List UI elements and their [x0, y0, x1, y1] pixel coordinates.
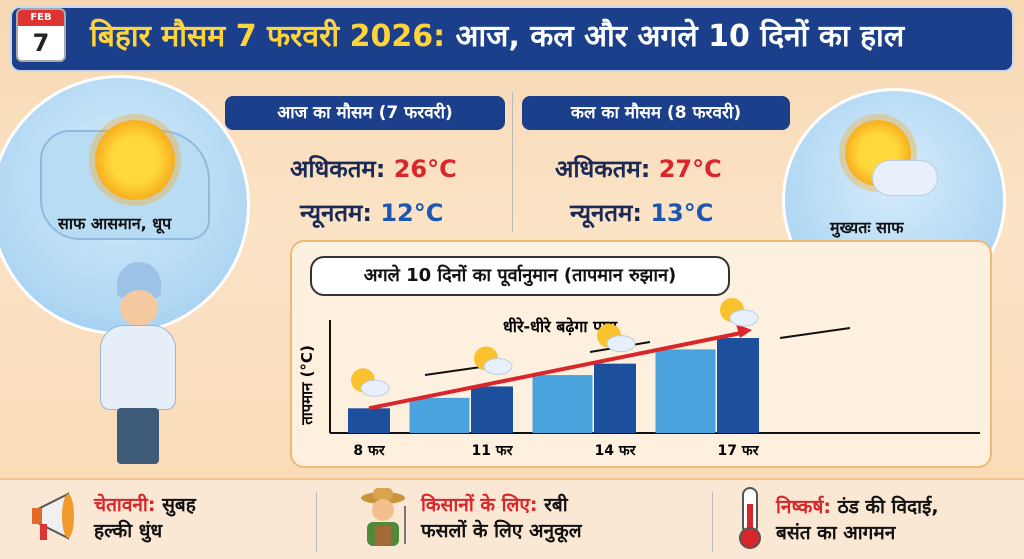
- chart-title: अगले 10 दिनों का पूर्वानुमान (तापमान रुझ…: [310, 256, 730, 296]
- x-tick-label: 14 फर: [595, 443, 637, 459]
- x-tick-label: 11 फर: [472, 443, 514, 459]
- divider: [712, 492, 713, 552]
- tomorrow-max-label: अधिकतम:: [555, 155, 651, 183]
- page-title: बिहार मौसम 7 फरवरी 2026: आज, कल और अगले …: [90, 14, 904, 55]
- divider: [316, 492, 317, 552]
- x-tick-label: 17 फर: [718, 443, 760, 459]
- today-max-value: 26°C: [393, 155, 457, 183]
- today-min-value: 12°C: [380, 199, 444, 227]
- forecast-chart: तापमान (°C) धीरे-धीरे बढ़ेगा पारा 8 फर 11 फ…: [298, 298, 980, 459]
- bottom-text-line1: सुबह: [155, 494, 196, 516]
- cloud-icon: [872, 160, 938, 196]
- trend-arrowhead: [736, 324, 752, 338]
- bar: [409, 397, 470, 433]
- tomorrow-min-label: न्यूनतम:: [570, 199, 642, 227]
- boy-jacket: [100, 325, 176, 410]
- header-bar: [10, 6, 1014, 72]
- title-highlight: बिहार मौसम 7 फरवरी 2026:: [90, 19, 446, 54]
- trend-arrow: [368, 330, 747, 411]
- bottom-text: किसानों के लिए: रबी फसलों के लिए अनुकूल: [421, 492, 582, 544]
- thermometer-icon: [730, 486, 770, 554]
- bottom-text-line2: फसलों के लिए अनुकूल: [421, 520, 582, 542]
- bottom-highlight: निष्कर्ष:: [776, 496, 831, 518]
- boy-pants: [117, 408, 159, 464]
- bottom-text-line2: बसंत का आगमन: [776, 522, 896, 544]
- bottom-strip: [0, 478, 1024, 559]
- bottom-text: चेतावनी: सुबह हल्की धुंध: [94, 492, 196, 544]
- bar: [471, 386, 513, 433]
- tomorrow-min-value: 13°C: [650, 199, 714, 227]
- farmer-icon: [355, 486, 415, 550]
- trend-arrow-small: [779, 327, 851, 339]
- divider: [512, 92, 513, 232]
- tomorrow-banner: कल का मौसम (8 फरवरी): [522, 96, 790, 130]
- cloud-icon: [483, 357, 513, 375]
- tomorrow-max-value: 27°C: [658, 155, 722, 183]
- bar: [532, 375, 593, 433]
- bottom-text-line1: ठंड की विदाई,: [830, 496, 939, 518]
- x-tick-label: 8 फर: [353, 443, 385, 459]
- boy-face: [120, 290, 158, 326]
- bottom-highlight: चेतावनी:: [94, 494, 156, 516]
- calendar-icon: FEB 7: [16, 8, 66, 62]
- bottom-text: निष्कर्ष: ठंड की विदाई, बसंत का आगमन: [776, 494, 939, 546]
- calendar-day: 7: [32, 29, 50, 57]
- today-min-label: न्यूनतम:: [300, 199, 372, 227]
- conclusion-item: निष्कर्ष: ठंड की विदाई, बसंत का आगमन: [730, 486, 939, 554]
- megaphone-icon: [28, 486, 88, 550]
- today-condition: साफ आसमान, धूप: [58, 214, 172, 233]
- sun-icon: [95, 120, 175, 200]
- y-axis-label: तापमान (°C): [298, 345, 316, 426]
- cloud-icon: [606, 335, 636, 353]
- bottom-text-line1: रबी: [537, 494, 568, 516]
- today-max-label: अधिकतम:: [290, 155, 386, 183]
- cloud-icon: [729, 309, 759, 327]
- calendar-month: FEB: [18, 10, 64, 26]
- bottom-text-line2: हल्की धुंध: [94, 520, 163, 542]
- title-rest: आज, कल और अगले 10 दिनों का हाल: [445, 19, 905, 54]
- bar: [655, 349, 716, 433]
- tomorrow-condition: मुख्यतः साफ: [830, 218, 904, 237]
- bar: [594, 363, 636, 433]
- cloud-icon: [360, 379, 390, 397]
- bar: [717, 338, 759, 433]
- bar: [348, 408, 390, 433]
- bottom-highlight: किसानों के लिए:: [421, 494, 538, 516]
- today-banner: आज का मौसम (7 फरवरी): [225, 96, 505, 130]
- farmer-item: किसानों के लिए: रबी फसलों के लिए अनुकूल: [355, 486, 582, 550]
- chart-annotation: धीरे-धीरे बढ़ेगा पारा: [503, 317, 618, 336]
- warning-item: चेतावनी: सुबह हल्की धुंध: [28, 486, 196, 550]
